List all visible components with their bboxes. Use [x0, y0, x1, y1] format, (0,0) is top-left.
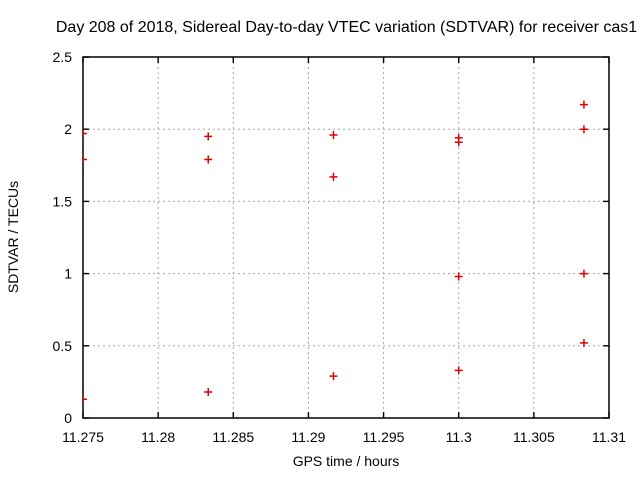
data-point-marker: [83, 129, 87, 138]
tick-labels: 11.275 11.28 11.285 11.29 11.295 11.3 11.305 11…: [53, 49, 627, 445]
data-point-marker: [204, 155, 213, 164]
y-tick-label: 2: [64, 121, 72, 137]
y-tick-label: 0: [64, 410, 72, 426]
x-axis-label: GPS time / hours: [292, 453, 400, 469]
y-tick-label: 1.5: [53, 193, 73, 209]
data-point-marker: [454, 272, 463, 281]
data-point-marker: [579, 269, 588, 278]
data-point-marker: [204, 132, 213, 141]
data-series: [83, 100, 588, 404]
x-tick-label: 11.28: [141, 429, 175, 445]
chart-title: Day 208 of 2018, Sidereal Day-to-day VTE…: [55, 19, 638, 36]
data-point-marker: [579, 125, 588, 134]
y-tick-label: 1: [64, 266, 72, 282]
x-tick-label: 11.3: [446, 429, 472, 445]
data-point-marker: [204, 388, 213, 397]
y-tick-label: 2.5: [53, 49, 73, 65]
data-point-marker: [454, 138, 463, 147]
tick-marks: [82, 56, 610, 419]
data-point-marker: [329, 172, 338, 181]
data-point-marker: [329, 372, 338, 381]
plot-border: [82, 56, 610, 419]
data-point-marker: [579, 338, 588, 347]
x-tick-label: 11.285: [212, 429, 254, 445]
data-point-marker: [83, 155, 87, 164]
x-tick-label: 11.29: [291, 429, 325, 445]
y-tick-label: 0.5: [53, 338, 73, 354]
grid-lines: [82, 56, 610, 419]
data-point-marker: [83, 395, 87, 404]
x-tick-label: 11.31: [592, 429, 626, 445]
data-point-marker: [579, 100, 588, 109]
x-tick-label: 11.305: [513, 429, 555, 445]
data-point-marker: [454, 366, 463, 375]
x-tick-label: 11.275: [62, 429, 104, 445]
x-tick-label: 11.295: [363, 429, 405, 445]
data-point-marker: [329, 130, 338, 139]
